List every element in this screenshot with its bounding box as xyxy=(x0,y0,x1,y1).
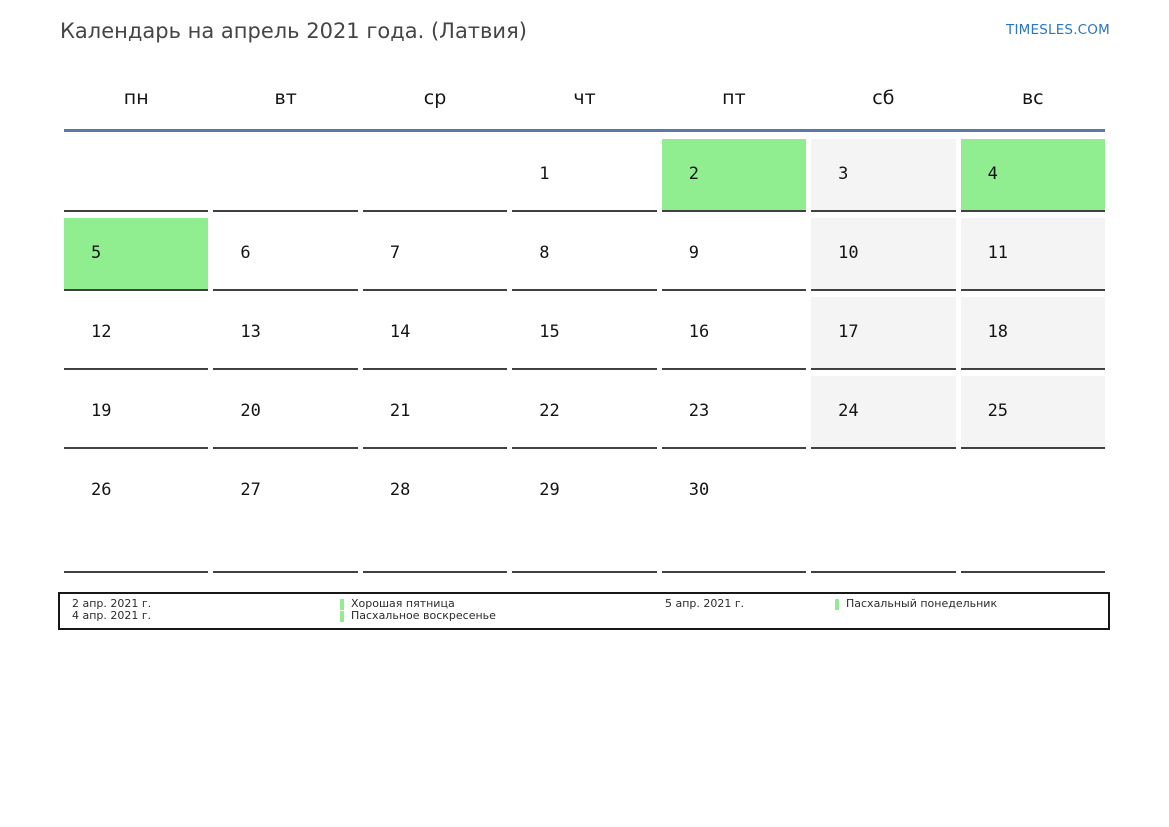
day-cell-17-weekend: 17 xyxy=(811,297,956,370)
holiday-marker-icon xyxy=(340,598,344,610)
day-cell-19: 19 xyxy=(64,376,209,449)
day-cell-13: 13 xyxy=(213,297,358,370)
week-row-3: 12 13 14 15 16 17 18 xyxy=(64,297,1105,370)
dow-saturday: сб xyxy=(872,87,895,109)
day-cell-15: 15 xyxy=(512,297,657,370)
day-cell-empty xyxy=(64,139,209,212)
day-cell-14: 14 xyxy=(362,297,508,370)
legend-holiday: Хорошая пятница xyxy=(340,598,665,610)
dow-sunday: вс xyxy=(1021,87,1044,109)
legend-date: 2 апр. 2021 г. xyxy=(72,597,152,610)
day-cell-empty xyxy=(213,139,358,212)
day-cell-empty xyxy=(960,455,1105,573)
dow-wednesday: ср xyxy=(423,87,447,109)
day-of-week-header-row: пн вт ср чт пт сб вс xyxy=(64,87,1105,109)
day-cell-28: 28 xyxy=(362,455,508,573)
day-cell-20: 20 xyxy=(213,376,358,449)
day-cell-22: 22 xyxy=(512,376,657,449)
day-cell-9: 9 xyxy=(661,218,807,291)
dow-thursday: чт xyxy=(573,87,596,109)
day-cell-23: 23 xyxy=(661,376,807,449)
legend-spacer xyxy=(665,610,835,622)
day-cell-11-weekend: 11 xyxy=(960,218,1105,291)
holiday-marker-icon xyxy=(835,598,839,610)
day-cell-12: 12 xyxy=(64,297,209,370)
day-cell-4-holiday: 4 xyxy=(960,139,1105,212)
legend-holiday: Пасхальное воскресенье xyxy=(340,610,665,622)
week-row-4: 19 20 21 22 23 24 25 xyxy=(64,376,1105,449)
day-cell-29: 29 xyxy=(512,455,657,573)
day-cell-26: 26 xyxy=(64,455,209,573)
day-cell-16: 16 xyxy=(661,297,807,370)
day-cell-3-weekend: 3 xyxy=(811,139,956,212)
day-cell-empty xyxy=(362,139,508,212)
site-link[interactable]: TIMESLES.COM xyxy=(1006,22,1110,38)
legend-holiday-name: Хорошая пятница xyxy=(351,597,455,610)
day-cell-5-holiday: 5 xyxy=(64,218,209,291)
legend-date: 4 апр. 2021 г. xyxy=(72,609,152,622)
day-cell-2-holiday: 2 xyxy=(661,139,807,212)
day-cell-27: 27 xyxy=(213,455,358,573)
legend-date: 5 апр. 2021 г. xyxy=(665,597,745,610)
day-cell-21: 21 xyxy=(362,376,508,449)
topbar: Календарь на апрель 2021 года. (Латвия) … xyxy=(0,0,1169,43)
dow-tuesday: вт xyxy=(274,87,297,109)
calendar: пн вт ср чт пт сб вс 1 2 3 4 5 6 7 8 9 1… xyxy=(64,87,1105,573)
dow-monday: пн xyxy=(123,87,149,109)
day-cell-1: 1 xyxy=(512,139,657,212)
holiday-marker-icon xyxy=(340,610,344,622)
day-cell-6: 6 xyxy=(213,218,358,291)
legend-holiday: Пасхальный понедельник xyxy=(835,598,1108,610)
day-cell-30: 30 xyxy=(661,455,807,573)
legend-spacer xyxy=(835,610,1108,622)
week-row-1: 1 2 3 4 xyxy=(64,139,1105,212)
day-cell-7: 7 xyxy=(362,218,508,291)
day-cell-24-weekend: 24 xyxy=(811,376,956,449)
week-row-5: 26 27 28 29 30 xyxy=(64,455,1105,573)
day-cell-18-weekend: 18 xyxy=(960,297,1105,370)
legend-holiday-name: Пасхальное воскресенье xyxy=(351,609,496,622)
day-cell-10-weekend: 10 xyxy=(811,218,956,291)
day-cell-8: 8 xyxy=(512,218,657,291)
legend-holiday-name: Пасхальный понедельник xyxy=(846,597,998,610)
page-title: Календарь на апрель 2021 года. (Латвия) xyxy=(60,19,527,43)
dow-friday: пт xyxy=(722,87,746,109)
day-cell-empty xyxy=(811,455,956,573)
holiday-legend: 2 апр. 2021 г. Хорошая пятница 5 апр. 20… xyxy=(58,592,1110,630)
week-row-2: 5 6 7 8 9 10 11 xyxy=(64,218,1105,291)
day-cell-25-weekend: 25 xyxy=(960,376,1105,449)
header-divider-line xyxy=(64,129,1105,132)
